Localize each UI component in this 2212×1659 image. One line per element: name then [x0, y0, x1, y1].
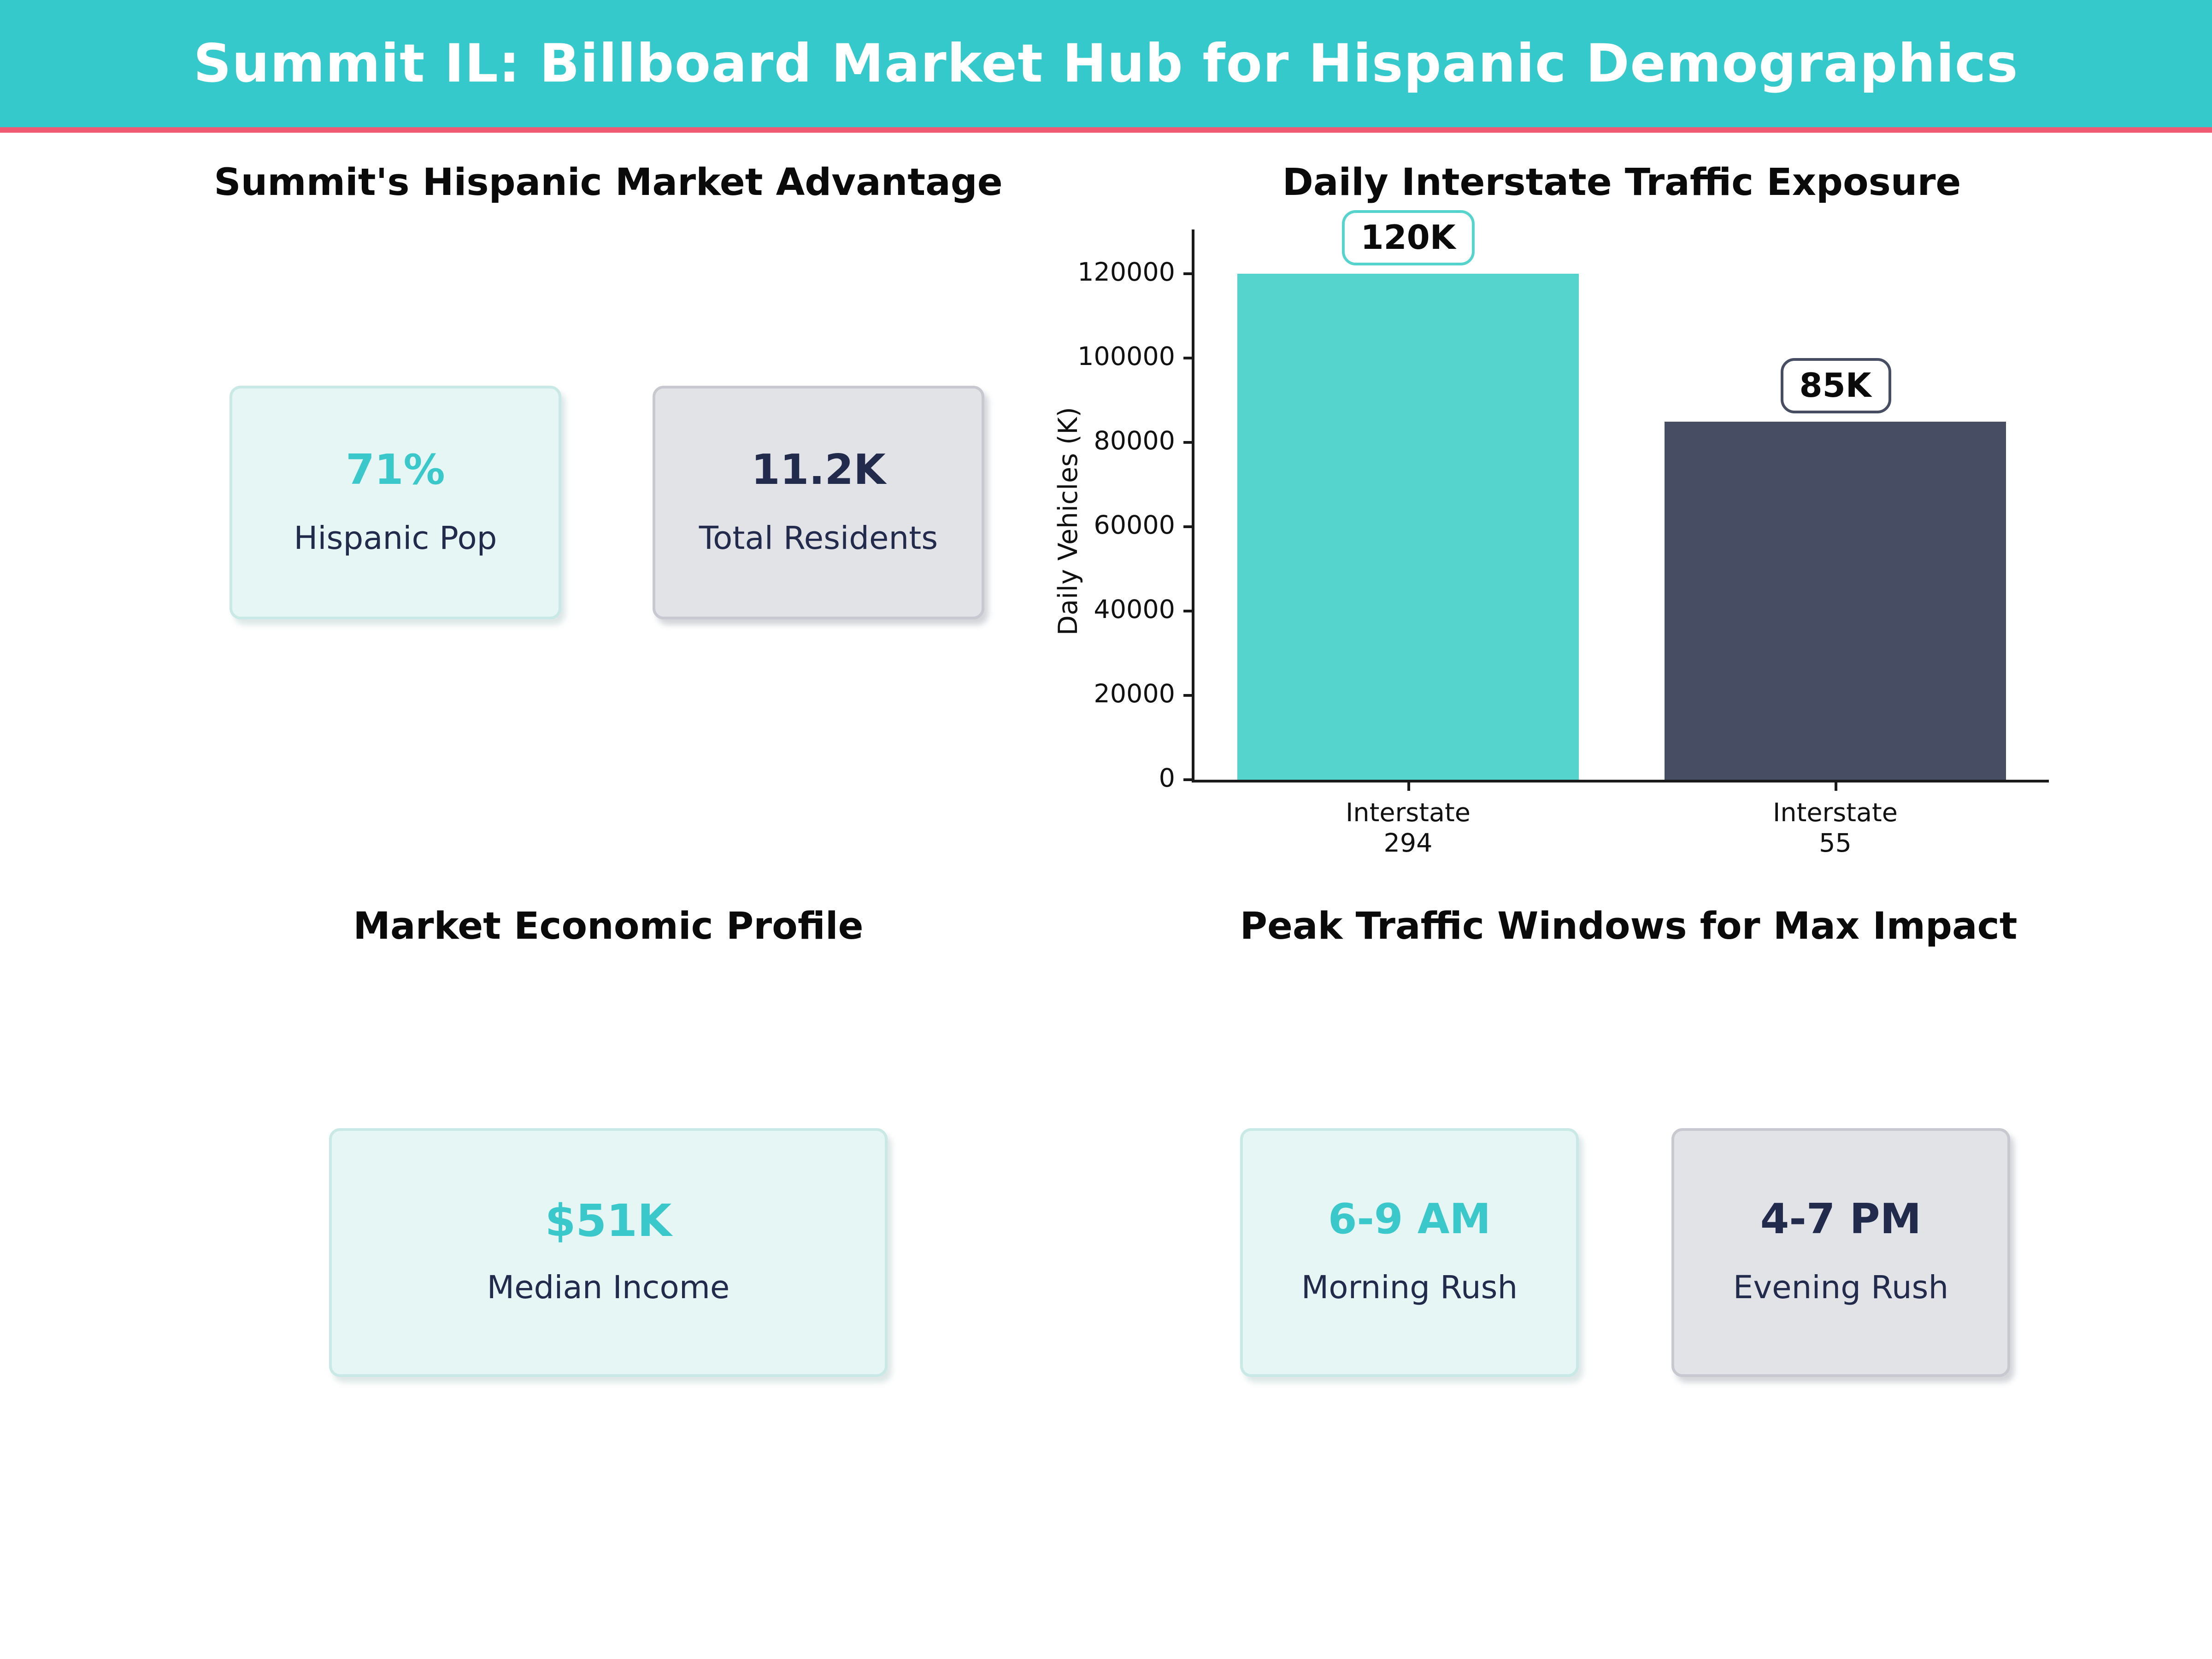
- stat-value-hispanic-pop: 71%: [346, 446, 445, 494]
- page-title: Summit IL: Billboard Market Hub for Hisp…: [193, 33, 2019, 94]
- bar-value-label-interstate-294: 120K: [1341, 211, 1475, 266]
- stat-label-median-income: Median Income: [487, 1271, 730, 1306]
- y-tick-label: 120000: [1077, 259, 1175, 288]
- x-tick-mark: [1834, 782, 1837, 791]
- x-tick-label-interstate-294: Interstate 294: [1346, 799, 1471, 859]
- y-tick-mark: [1183, 778, 1192, 781]
- bar-interstate-55: [1664, 422, 2006, 780]
- y-tick-label: 40000: [1094, 596, 1175, 625]
- y-tick-label: 100000: [1077, 343, 1175, 373]
- y-tick-mark: [1183, 441, 1192, 444]
- stat-card-total-residents: 11.2K Total Residents: [653, 386, 984, 619]
- y-tick-mark: [1183, 610, 1192, 613]
- section-title-traffic-chart: Daily Interstate Traffic Exposure: [1282, 162, 1961, 205]
- y-tick-label: 20000: [1094, 680, 1175, 710]
- stat-label-hispanic-pop: Hispanic Pop: [294, 520, 497, 557]
- stat-label-morning-rush: Morning Rush: [1301, 1271, 1518, 1306]
- stat-card-morning-rush: 6-9 AM Morning Rush: [1240, 1128, 1579, 1377]
- bar-value-label-interstate-55: 85K: [1780, 358, 1891, 414]
- y-tick-label: 60000: [1094, 512, 1175, 541]
- section-title-peak-windows: Peak Traffic Windows for Max Impact: [1240, 906, 2018, 948]
- section-title-market-advantage: Summit's Hispanic Market Advantage: [214, 162, 1003, 205]
- x-tick-label-interstate-55: Interstate 55: [1773, 799, 1898, 859]
- section-title-economic-profile: Market Economic Profile: [353, 906, 864, 948]
- stat-value-evening-rush: 4-7 PM: [1760, 1196, 1922, 1244]
- stat-value-morning-rush: 6-9 AM: [1328, 1196, 1491, 1244]
- stat-label-evening-rush: Evening Rush: [1733, 1271, 1949, 1306]
- x-tick-mark: [1406, 782, 1410, 791]
- y-tick-mark: [1183, 525, 1192, 529]
- stat-value-total-residents: 11.2K: [751, 446, 886, 494]
- header: Summit IL: Billboard Market Hub for Hisp…: [0, 0, 2212, 133]
- y-tick-mark: [1183, 694, 1192, 697]
- x-axis-line: [1192, 780, 2049, 782]
- bar-interstate-294: [1237, 274, 1579, 780]
- traffic-chart: Daily Vehicles (K) 0 20000 40000 60000 80000…: [1053, 211, 2049, 859]
- y-tick-mark: [1183, 357, 1192, 360]
- stat-card-median-income: $51K Median Income: [329, 1128, 888, 1377]
- stat-card-evening-rush: 4-7 PM Evening Rush: [1671, 1128, 2010, 1377]
- y-tick-label: 0: [1159, 765, 1175, 794]
- y-tick-mark: [1183, 273, 1192, 276]
- y-tick-label: 80000: [1094, 427, 1175, 457]
- y-axis-line: [1192, 229, 1194, 782]
- stat-card-hispanic-pop: 71% Hispanic Pop: [229, 386, 561, 619]
- stat-label-total-residents: Total Residents: [699, 520, 938, 557]
- stat-value-median-income: $51K: [545, 1194, 672, 1247]
